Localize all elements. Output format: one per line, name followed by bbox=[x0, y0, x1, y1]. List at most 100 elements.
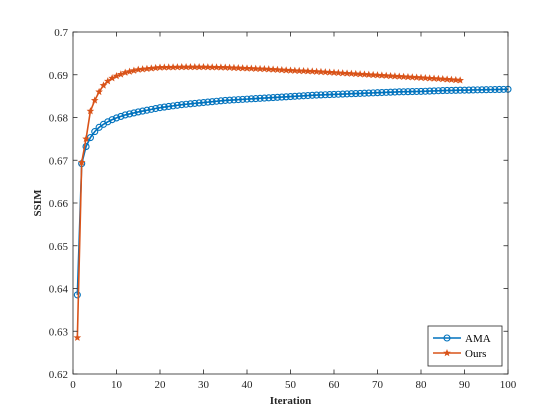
y-tick-label: 0.65 bbox=[49, 241, 69, 253]
x-tick-label: 20 bbox=[155, 379, 167, 391]
data-point-ours bbox=[73, 333, 82, 341]
data-point-ama bbox=[282, 93, 290, 101]
data-point-ama bbox=[317, 91, 325, 99]
data-point-ama bbox=[265, 94, 273, 102]
data-point-ama bbox=[173, 101, 181, 109]
data-point-ama bbox=[143, 106, 151, 114]
data-point-ama bbox=[473, 86, 482, 94]
data-point-ours bbox=[108, 74, 116, 82]
x-tick-label: 0 bbox=[70, 379, 76, 391]
data-point-ama bbox=[460, 86, 469, 94]
data-point-ama bbox=[152, 104, 160, 113]
data-point-ama bbox=[356, 89, 364, 97]
data-point-ama bbox=[426, 87, 434, 95]
x-tick-label: 100 bbox=[500, 379, 517, 391]
data-point-ama bbox=[169, 102, 177, 110]
data-point-ama bbox=[395, 88, 403, 96]
data-point-ama bbox=[204, 98, 212, 106]
data-point-ours bbox=[443, 75, 451, 83]
data-point-ama bbox=[139, 107, 147, 115]
data-point-ama bbox=[199, 98, 208, 107]
data-point-ama bbox=[73, 291, 81, 299]
data-point-ama bbox=[191, 99, 199, 107]
data-point-ama bbox=[334, 90, 342, 98]
data-point-ours bbox=[86, 107, 95, 115]
data-point-ama bbox=[234, 96, 242, 104]
data-point-ama bbox=[439, 87, 447, 95]
data-point-ama bbox=[413, 87, 421, 96]
y-tick-label: 0.67 bbox=[49, 155, 69, 167]
data-point-ama bbox=[252, 95, 260, 103]
series-line-ama bbox=[76, 88, 509, 295]
data-point-ama bbox=[469, 86, 477, 94]
data-point-ama bbox=[386, 88, 395, 96]
x-tick-label: 60 bbox=[329, 379, 341, 391]
data-point-ama bbox=[487, 86, 495, 94]
data-point-ama bbox=[391, 88, 399, 96]
y-tick-label: 0.64 bbox=[49, 284, 69, 296]
data-point-ours bbox=[95, 87, 103, 96]
y-tick-label: 0.62 bbox=[49, 369, 68, 381]
data-point-ama bbox=[247, 95, 255, 103]
data-point-ama bbox=[165, 102, 173, 111]
data-point-ama bbox=[478, 86, 486, 94]
y-axis-label: SSIM bbox=[32, 189, 44, 217]
data-point-ours bbox=[451, 75, 460, 84]
plot-area bbox=[73, 32, 508, 374]
data-point-ama bbox=[186, 100, 194, 108]
data-point-ama bbox=[491, 85, 499, 94]
data-point-ama bbox=[456, 86, 464, 94]
data-point-ama bbox=[299, 92, 308, 100]
y-tick-label: 0.69 bbox=[49, 70, 69, 82]
legend-item-ama: AMA bbox=[433, 333, 491, 345]
data-point-ours bbox=[447, 75, 456, 83]
data-point-ama bbox=[226, 96, 234, 104]
data-point-ama bbox=[286, 93, 295, 101]
data-point-ama bbox=[417, 87, 425, 95]
data-point-ours bbox=[456, 76, 464, 84]
data-point-ama bbox=[273, 93, 282, 101]
x-tick-label: 90 bbox=[459, 379, 471, 391]
legend: AMA Ours bbox=[427, 325, 503, 367]
data-point-ama bbox=[347, 90, 355, 98]
data-point-ama bbox=[452, 86, 460, 94]
data-point-ama bbox=[130, 109, 138, 117]
data-point-ours bbox=[103, 77, 112, 85]
data-point-ama bbox=[360, 89, 369, 97]
data-point-ours bbox=[112, 72, 121, 80]
data-point-ama bbox=[156, 104, 164, 112]
series-ama bbox=[73, 85, 512, 299]
y-tick-label: 0.63 bbox=[49, 326, 69, 338]
data-point-ama bbox=[121, 111, 129, 119]
data-point-ama bbox=[408, 88, 416, 96]
data-point-ama bbox=[343, 90, 351, 98]
x-tick-label: 70 bbox=[372, 379, 384, 391]
legend-item-ours: Ours bbox=[433, 348, 486, 360]
data-point-ama bbox=[291, 92, 299, 100]
y-tick-label: 0.66 bbox=[49, 198, 69, 210]
data-point-ama bbox=[217, 97, 225, 105]
data-point-ama bbox=[91, 128, 99, 136]
x-tick-label: 80 bbox=[416, 379, 428, 391]
data-point-ama bbox=[239, 95, 247, 103]
data-point-ama bbox=[482, 86, 490, 94]
legend-label: Ours bbox=[465, 348, 486, 360]
data-point-ours bbox=[90, 96, 99, 104]
data-point-ama bbox=[495, 85, 503, 94]
data-point-ama bbox=[421, 87, 429, 95]
data-point-ama bbox=[195, 99, 203, 107]
y-tick-label: 0.7 bbox=[54, 27, 68, 39]
data-point-ama bbox=[256, 94, 264, 102]
data-point-ama bbox=[330, 90, 338, 98]
data-point-ama bbox=[352, 90, 360, 98]
data-point-ama bbox=[295, 92, 303, 100]
plot-background bbox=[73, 32, 508, 374]
data-point-ama bbox=[260, 94, 268, 102]
data-point-ama bbox=[447, 86, 456, 94]
data-point-ama bbox=[373, 89, 382, 97]
x-tick-label: 10 bbox=[111, 379, 123, 391]
data-point-ama bbox=[117, 112, 125, 120]
data-point-ama bbox=[126, 110, 134, 118]
data-point-ama bbox=[213, 97, 221, 105]
data-point-ama bbox=[308, 91, 316, 99]
